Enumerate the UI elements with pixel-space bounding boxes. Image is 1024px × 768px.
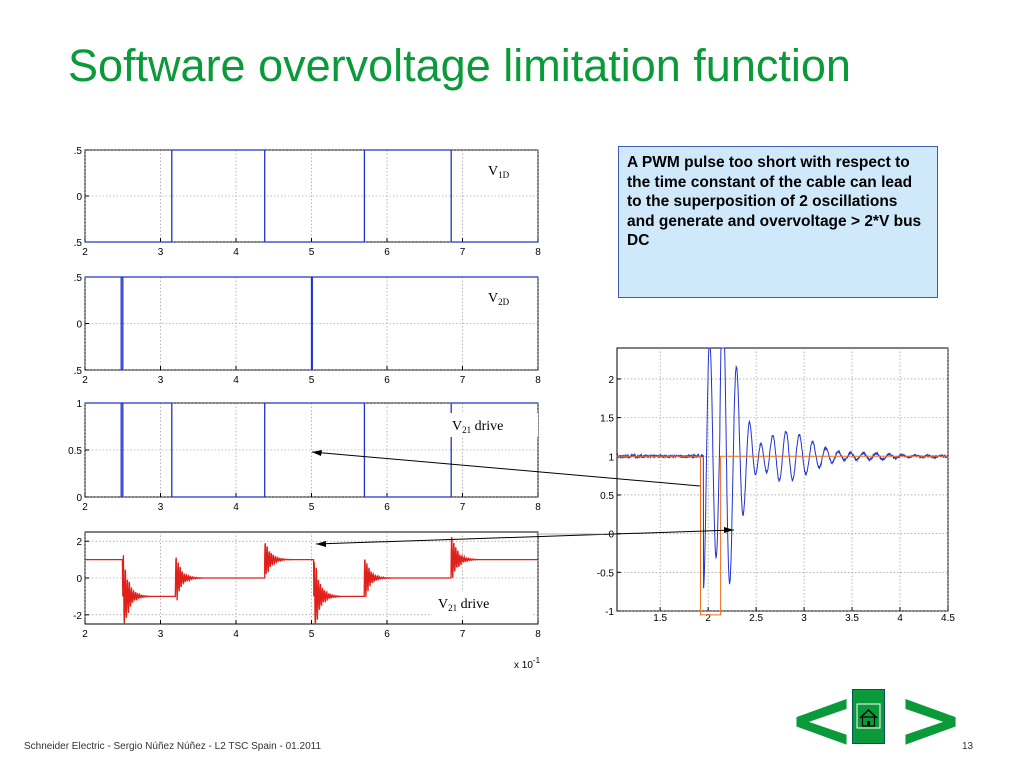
y-tick-label: 0	[76, 192, 82, 203]
x-tick-label: 4	[233, 375, 239, 386]
y-tick-label: 0	[608, 530, 614, 541]
x-tick-label: 5	[309, 247, 315, 258]
y-tick-label: 1	[76, 399, 82, 410]
y-tick-label: 2	[608, 375, 614, 386]
x-tick-label: 5	[309, 375, 315, 386]
x-tick-label: 1.5	[653, 613, 667, 624]
x-tick-label: 7	[460, 247, 466, 258]
x-tick-label: 4	[233, 629, 239, 640]
y-tick-label: .5	[74, 366, 83, 377]
y-tick-label: .5	[74, 238, 83, 249]
x-tick-label: 3	[158, 247, 164, 258]
x-tick-label: 4	[233, 502, 239, 513]
x-tick-label: 2	[82, 247, 88, 258]
y-tick-label: 0	[76, 493, 82, 504]
x-tick-label: 2	[82, 375, 88, 386]
x-tick-label: 8	[535, 502, 541, 513]
x-tick-label: 7	[460, 629, 466, 640]
trace-label-v21-drive-2: V21 drive	[438, 597, 489, 613]
x-tick-label: 2	[82, 502, 88, 513]
y-tick-label: 0	[76, 574, 82, 585]
y-tick-label: -0.5	[597, 568, 615, 579]
x-tick-label: 8	[535, 629, 541, 640]
x-tick-label: 5	[309, 629, 315, 640]
x-tick-label: 6	[384, 502, 390, 513]
x-tick-label: 4	[897, 613, 903, 624]
footer-text: Schneider Electric - Sergio Núñez Núñez …	[24, 741, 321, 752]
y-tick-label: -2	[73, 611, 82, 622]
x-tick-label: 2.5	[749, 613, 763, 624]
y-tick-label: 1	[608, 452, 614, 463]
x-tick-label: 6	[384, 247, 390, 258]
y-tick-label: -1	[605, 607, 614, 618]
previous-slide-button[interactable]: <	[788, 680, 855, 760]
next-slide-button[interactable]: >	[897, 680, 964, 760]
y-tick-label: .5	[74, 146, 83, 157]
y-tick-label: 0.5	[68, 446, 82, 457]
y-tick-label: 2	[76, 537, 82, 548]
x-tick-label: 4.5	[941, 613, 955, 624]
x-tick-label: 6	[384, 375, 390, 386]
plot-frame	[617, 348, 948, 611]
x-tick-label: 3.5	[845, 613, 859, 624]
x-tick-label: 7	[460, 502, 466, 513]
y-tick-label: 1.5	[600, 414, 614, 425]
x-tick-label: 3	[158, 502, 164, 513]
y-tick-label: 0	[76, 320, 82, 331]
trace-label-v21-drive: V21 drive	[452, 419, 503, 435]
y-tick-label: 0.5	[600, 491, 614, 502]
x-tick-label: 2	[82, 629, 88, 640]
x-axis-multiplier: x 10-1	[514, 656, 541, 671]
x-tick-label: 5	[309, 502, 315, 513]
x-tick-label: 3	[158, 629, 164, 640]
x-tick-label: 8	[535, 247, 541, 258]
x-tick-label: 3	[158, 375, 164, 386]
home-button[interactable]	[852, 689, 885, 744]
explanation-callout: A PWM pulse too short with respect to th…	[618, 146, 938, 298]
x-tick-label: 3	[801, 613, 807, 624]
home-icon	[853, 690, 884, 743]
x-tick-label: 8	[535, 375, 541, 386]
x-tick-label: 7	[460, 375, 466, 386]
y-tick-label: .5	[74, 273, 83, 284]
x-tick-label: 6	[384, 629, 390, 640]
x-tick-label: 4	[233, 247, 239, 258]
